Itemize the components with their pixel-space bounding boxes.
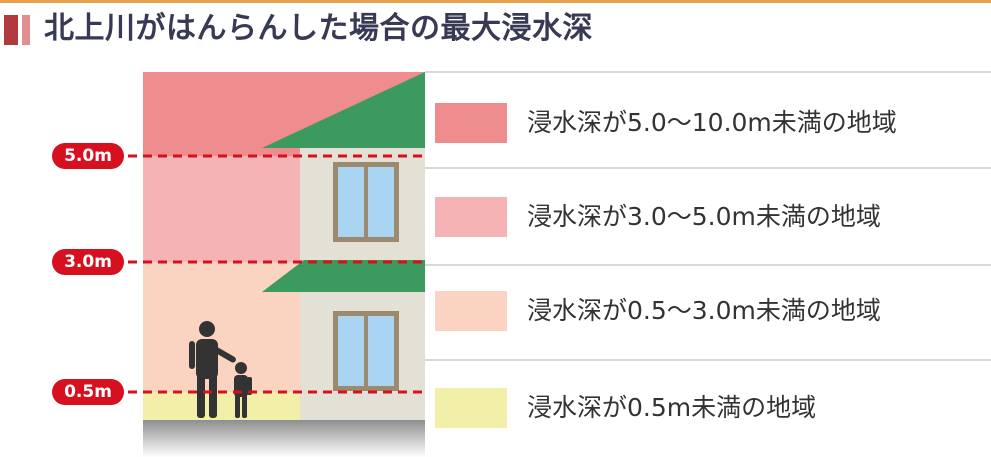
legend-label: 浸水深が5.0〜10.0m未満の地域: [527, 108, 897, 137]
legend-swatch: [435, 291, 507, 331]
legend-swatch: [435, 388, 507, 428]
top-accent-line: [0, 0, 991, 3]
house-roof-upper: [262, 72, 425, 148]
legend-label: 浸水深が3.0〜5.0m未満の地域: [527, 202, 881, 231]
title-marker-light: [22, 15, 30, 45]
legend-swatch: [435, 103, 507, 143]
legend-swatch: [435, 197, 507, 237]
title-marker-dark: [4, 15, 18, 45]
legend-label: 浸水深が0.5〜3.0m未満の地域: [527, 296, 881, 325]
legend-separator: [425, 167, 991, 169]
level-label-5m: 5.0m: [52, 143, 124, 169]
legend-separator: [425, 264, 991, 266]
legend-separator: [425, 359, 991, 361]
ground: [143, 420, 425, 457]
legend-label: 浸水深が0.5m未満の地域: [527, 393, 817, 422]
window-upper: [333, 162, 399, 242]
page-title: 北上川がはんらんした場合の最大浸水深: [44, 11, 593, 46]
level-label-3m: 3.0m: [52, 249, 124, 275]
legend-separator: [425, 71, 991, 73]
window-lower: [333, 311, 399, 391]
level-label-05m: 0.5m: [52, 379, 124, 405]
house-roof-lower: [262, 260, 425, 292]
